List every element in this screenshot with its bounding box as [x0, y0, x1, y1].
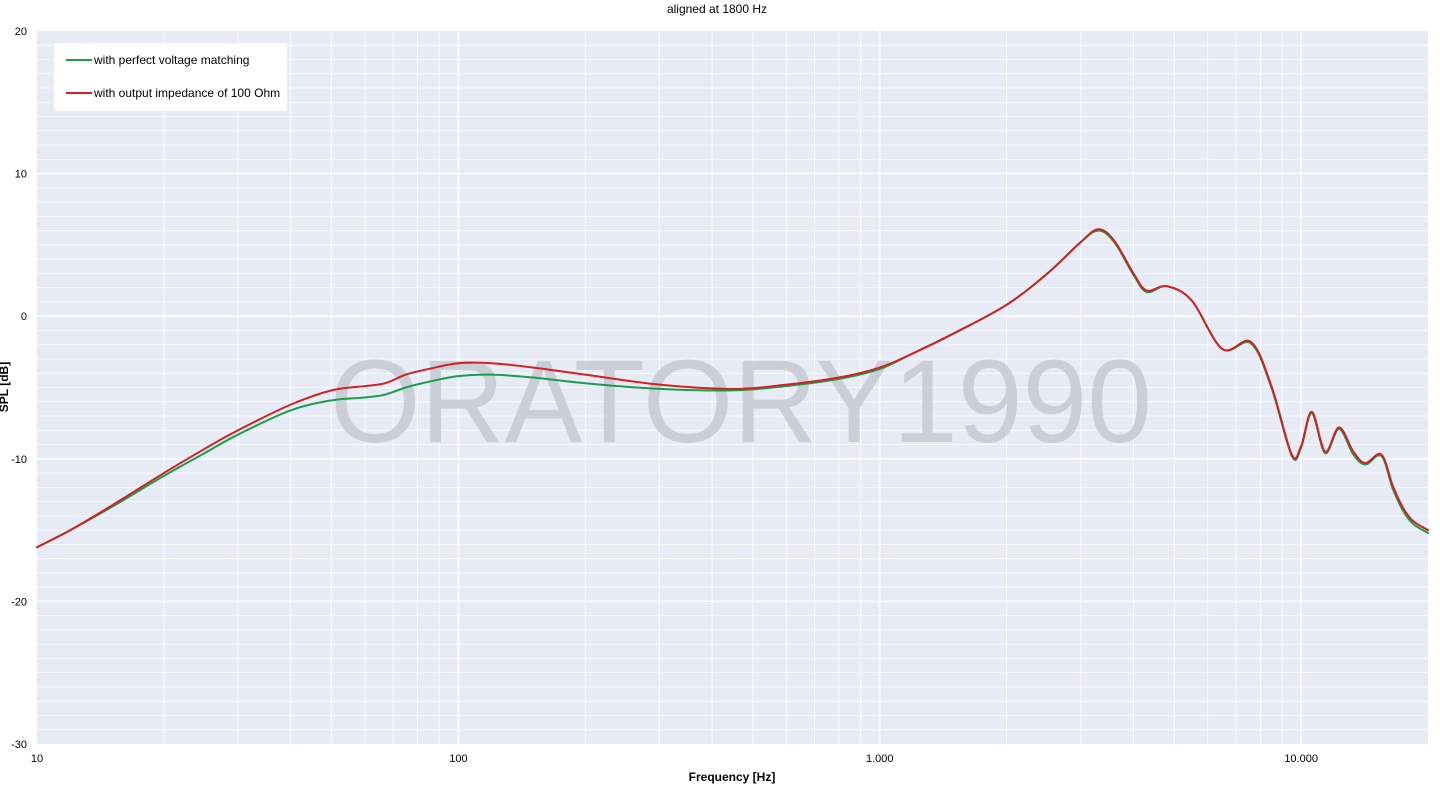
- x-tick-label: 100: [449, 753, 467, 765]
- legend-label-perfect-matching: with perfect voltage matching: [93, 53, 249, 67]
- legend-box: [54, 43, 287, 111]
- x-tick-label: 10: [31, 753, 43, 765]
- series-line-output-impedance: [36, 228, 1429, 549]
- watermark-text: ORATORY1990: [330, 336, 1152, 468]
- y-tick-label: -20: [11, 596, 27, 608]
- legend: with perfect voltage matching with outpu…: [54, 43, 287, 111]
- x-tick-labels: 10 100 1.000 10.000: [31, 753, 1318, 765]
- y-tick-label: -30: [11, 739, 27, 751]
- y-tick-label: 10: [15, 169, 27, 181]
- x-tick-label: 1.000: [866, 753, 894, 765]
- y-tick-labels: 20 10 0 -10 -20 -30: [11, 26, 27, 751]
- y-tick-label: 0: [21, 311, 27, 323]
- y-axis-title: SPL [dB]: [0, 362, 11, 412]
- y-tick-label: -10: [11, 454, 27, 466]
- series-lines: [36, 228, 1429, 549]
- chart-title: aligned at 1800 Hz: [667, 2, 767, 16]
- x-tick-label: 10.000: [1284, 753, 1318, 765]
- y-tick-label: 20: [15, 26, 27, 38]
- x-axis-title: Frequency [Hz]: [689, 770, 776, 784]
- grid-lines: [37, 31, 1428, 744]
- legend-label-output-impedance: with output impedance of 100 Ohm: [93, 86, 280, 100]
